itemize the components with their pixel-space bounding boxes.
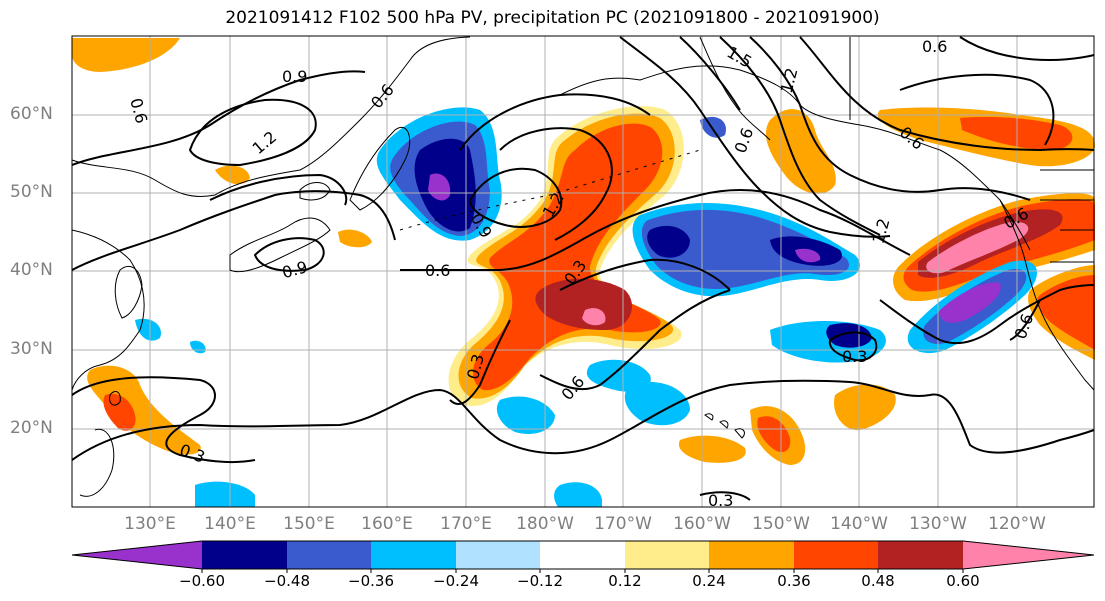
colorbar-segment	[625, 541, 709, 569]
precip-patch	[190, 340, 206, 354]
contour-label: 0.6	[731, 125, 758, 155]
lon-label: 160°W	[673, 514, 731, 534]
precip-patch	[496, 396, 555, 435]
lat-label: 30°N	[10, 339, 53, 359]
precip-patch	[834, 384, 896, 431]
colorbar-segment	[963, 541, 1094, 569]
precip-patch	[678, 435, 746, 463]
colorbar-tick-label: 0.60	[946, 572, 980, 590]
precip-patch	[72, 38, 180, 72]
precip-shading	[72, 38, 1095, 507]
lon-label: 130°E	[124, 514, 176, 534]
precip-patch	[624, 381, 690, 426]
contour-label: 0.9	[280, 257, 310, 282]
map-gridlines	[72, 36, 1094, 507]
colorbar-tick-label: −0.24	[433, 572, 479, 590]
contour-label: 0.3	[708, 491, 733, 510]
contour-label: 1.2	[869, 216, 894, 246]
precip-patch	[939, 282, 1001, 323]
precip-patch	[641, 209, 850, 290]
colorbar-segment	[794, 541, 878, 569]
precip-patch	[135, 318, 161, 341]
colorbar-tick-label: 0.36	[777, 572, 811, 590]
precip-patch	[195, 481, 255, 507]
precip-patch	[757, 416, 791, 453]
precip-patch	[926, 221, 1029, 274]
contour-label: 0.6	[126, 96, 151, 126]
contour-label: 0.6	[425, 261, 450, 280]
map-frame	[71, 35, 1095, 508]
colorbar-tick-label: 0.48	[861, 572, 895, 590]
precip-patch	[428, 173, 451, 201]
precip-patch	[647, 225, 690, 258]
contour-label: 0.9	[282, 67, 307, 86]
precip-patch	[700, 116, 726, 138]
colorbar-segment	[287, 541, 371, 569]
colorbar-segment	[72, 541, 202, 569]
map-title: 2021091412 F102 500 hPa PV, precipitatio…	[225, 8, 880, 28]
precip-patch	[535, 278, 633, 330]
colorbar-segment	[878, 541, 963, 569]
precip-patch	[826, 323, 872, 348]
colorbar-tick-label: 0.24	[692, 572, 726, 590]
colorbar-segment	[202, 541, 287, 569]
precip-patch	[215, 165, 250, 185]
lon-label: 120°W	[988, 514, 1046, 534]
colorbar-tick-label: 0.12	[608, 572, 642, 590]
contour-label: 1.2	[249, 127, 281, 158]
lat-label: 40°N	[10, 260, 53, 280]
lat-label: 20°N	[10, 418, 53, 438]
lon-label: 140°W	[830, 514, 888, 534]
pv-contours	[71, 36, 1095, 501]
precip-patch	[582, 308, 606, 326]
precip-patch	[795, 248, 821, 263]
lon-label: 140°E	[204, 514, 256, 534]
contour-label: 0.6	[557, 372, 588, 404]
contour-label: 0.6	[922, 37, 947, 56]
precip-patch	[103, 393, 136, 431]
colorbar-tick-label: −0.12	[517, 572, 563, 590]
colorbar-segment	[371, 541, 456, 569]
colorbar	[71, 540, 1095, 573]
precip-patch	[338, 229, 372, 248]
colorbar-segment	[540, 541, 625, 569]
colorbar-segment	[456, 541, 540, 569]
precip-patch	[554, 482, 602, 507]
lon-label: 170°E	[440, 514, 492, 534]
lon-label: 130°W	[909, 514, 967, 534]
lon-label: 160°E	[361, 514, 413, 534]
lat-label: 60°N	[10, 104, 53, 124]
coastlines	[71, 36, 1095, 497]
colorbar-tick-label: −0.36	[348, 572, 394, 590]
lon-label: 180°W	[516, 514, 574, 534]
colorbar-tick-label: −0.60	[179, 572, 225, 590]
contour-label: 0.3	[177, 440, 207, 467]
contour-label: 0.3	[842, 347, 867, 366]
lon-label: 150°E	[283, 514, 335, 534]
lon-label: 170°W	[594, 514, 652, 534]
colorbar-segment	[709, 541, 794, 569]
lat-label: 50°N	[10, 182, 53, 202]
lon-label: 150°W	[752, 514, 810, 534]
precip-patch	[765, 109, 836, 194]
colorbar-tick-label: −0.48	[264, 572, 310, 590]
precip-patch	[960, 116, 1073, 150]
